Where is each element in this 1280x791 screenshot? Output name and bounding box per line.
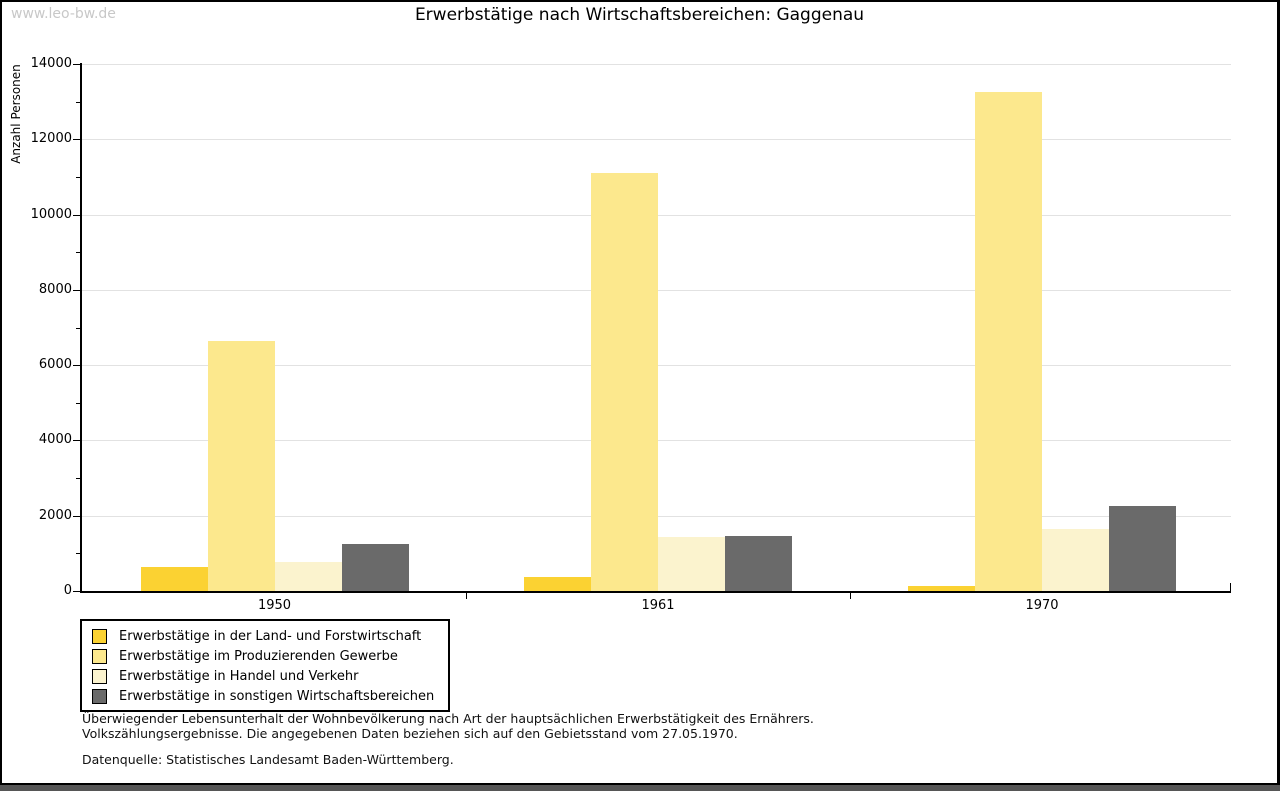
footnote-line-1: Überwiegender Lebensunterhalt der Wohnbe… bbox=[82, 711, 814, 726]
y-major-tick bbox=[73, 289, 80, 291]
data-source: Datenquelle: Statistisches Landesamt Bad… bbox=[82, 752, 454, 767]
watermark-text: www.leo-bw.de bbox=[11, 6, 116, 22]
y-major-tick bbox=[73, 365, 80, 367]
legend-label: Erwerbstätige in Handel und Verkehr bbox=[119, 668, 359, 684]
bar bbox=[1042, 529, 1109, 591]
legend-swatch-icon bbox=[92, 628, 107, 644]
y-major-tick bbox=[73, 64, 80, 65]
y-tick-label: 10000 bbox=[30, 206, 72, 222]
y-minor-tick bbox=[76, 478, 80, 480]
bar bbox=[207, 341, 275, 591]
y-minor-tick bbox=[76, 252, 80, 254]
footnotes: Überwiegender Lebensunterhalt der Wohnbe… bbox=[82, 711, 814, 767]
y-major-tick bbox=[73, 515, 80, 517]
x-tick-label: 1950 bbox=[257, 598, 292, 613]
y-tick-label: 6000 bbox=[38, 357, 72, 373]
legend-swatch-icon bbox=[92, 688, 107, 704]
y-gridline bbox=[82, 139, 1231, 141]
bar bbox=[524, 577, 591, 591]
legend-item: Erwerbstätige in der Land- und Forstwirt… bbox=[82, 626, 448, 646]
y-tick-label: 0 bbox=[63, 583, 72, 598]
y-minor-tick bbox=[76, 327, 80, 329]
bar bbox=[341, 544, 409, 591]
y-tick-label: 2000 bbox=[38, 507, 72, 523]
bar bbox=[975, 92, 1042, 591]
y-major-tick bbox=[73, 139, 80, 141]
footnote-line-2: Volkszählungsergebnisse. Die angegebenen… bbox=[82, 726, 738, 741]
page-title: Erwerbstätige nach Wirtschaftsbereichen:… bbox=[414, 5, 865, 25]
y-minor-tick bbox=[76, 402, 80, 404]
y-major-tick bbox=[73, 440, 80, 442]
y-gridline bbox=[82, 64, 1231, 65]
y-minor-tick bbox=[76, 101, 80, 103]
plot-area: 0 2000 4000 6000 8000 10000 12000 14000 1950 1961… bbox=[31, 56, 1231, 613]
bar bbox=[274, 562, 342, 591]
x-separator-tick bbox=[850, 593, 851, 599]
legend-label: Erwerbstätige im Produzierenden Gewerbe bbox=[119, 648, 398, 664]
x-axis-line bbox=[80, 591, 1231, 593]
x-axis-end-tick bbox=[1230, 583, 1231, 592]
y-major-tick bbox=[73, 591, 80, 592]
y-tick-label: 4000 bbox=[38, 432, 72, 448]
legend-item: Erwerbstätige im Produzierenden Gewerbe bbox=[82, 646, 448, 666]
y-tick-label: 8000 bbox=[38, 281, 72, 297]
y-axis-label: Anzahl Personen bbox=[9, 64, 23, 164]
legend-label: Erwerbstätige in sonstigen Wirtschaftsbe… bbox=[119, 688, 435, 704]
y-minor-tick bbox=[76, 553, 80, 555]
bar bbox=[908, 586, 975, 591]
bar bbox=[1109, 506, 1176, 591]
x-tick-label: 1970 bbox=[1025, 598, 1059, 613]
bar bbox=[658, 537, 725, 591]
x-tick-label: 1961 bbox=[641, 598, 675, 613]
legend-box: Erwerbstätige in der Land- und Forstwirt… bbox=[80, 619, 450, 712]
legend-swatch-icon bbox=[92, 648, 107, 664]
y-tick-label: 14000 bbox=[30, 56, 72, 71]
legend-item: Erwerbstätige in sonstigen Wirtschaftsbe… bbox=[82, 686, 448, 706]
bar bbox=[725, 536, 792, 591]
y-minor-tick bbox=[76, 176, 80, 178]
y-tick-label: 12000 bbox=[30, 131, 72, 147]
y-axis-line bbox=[80, 63, 82, 593]
x-separator-tick bbox=[466, 593, 467, 599]
legend-item: Erwerbstätige in Handel und Verkehr bbox=[82, 666, 448, 686]
legend-swatch-icon bbox=[92, 668, 107, 684]
bar bbox=[140, 567, 208, 591]
bar bbox=[591, 173, 658, 591]
y-major-tick bbox=[73, 214, 80, 216]
legend-label: Erwerbstätige in der Land- und Forstwirt… bbox=[119, 628, 422, 644]
